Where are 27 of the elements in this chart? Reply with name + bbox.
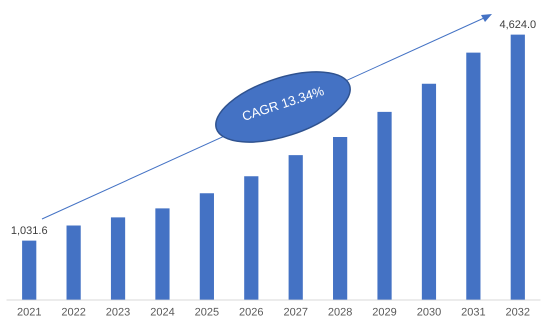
bar	[66, 225, 81, 300]
bar	[200, 193, 214, 300]
x-tick-label: 2031	[461, 306, 486, 318]
x-tick-label: 2026	[239, 306, 264, 318]
data-label: 4,624.0	[499, 19, 536, 32]
x-tick-label: 2021	[16, 306, 42, 318]
bar	[466, 52, 480, 300]
x-tick-label: 2028	[328, 306, 352, 318]
x-tick-label: 2023	[106, 306, 130, 318]
x-tick-label: 2024	[150, 306, 175, 318]
annotation: CAGR 13.34%	[239, 82, 327, 126]
x-tick-label: 2027	[283, 306, 308, 318]
x-tick-label: 2025	[194, 306, 220, 318]
bar	[244, 176, 258, 300]
bar	[22, 240, 36, 300]
bar	[422, 84, 436, 300]
x-tick-label: 2030	[416, 306, 442, 318]
x-tick-label: 2032	[506, 306, 530, 318]
bar	[110, 217, 126, 300]
data-label: 1,031.6	[10, 225, 48, 238]
x-tick-label: 2029	[372, 306, 397, 318]
x-tick-label: 2022	[61, 306, 86, 318]
bar	[288, 155, 303, 300]
bar	[510, 34, 525, 300]
bar	[377, 112, 392, 300]
bar	[155, 208, 170, 300]
bar	[333, 137, 348, 300]
